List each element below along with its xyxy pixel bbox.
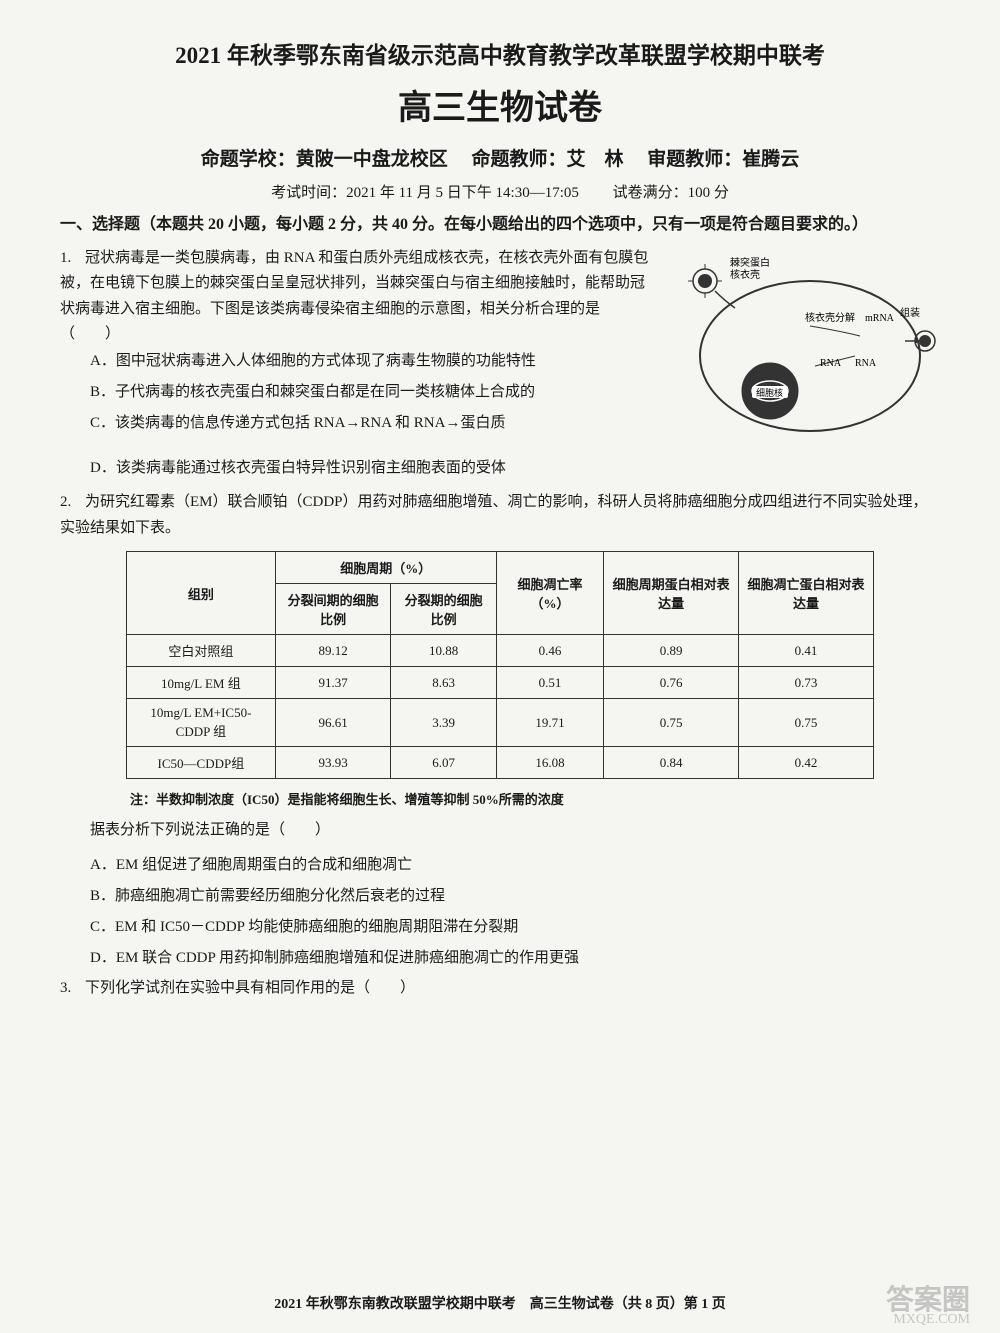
school-name: 黄陂一中盘龙校区 xyxy=(296,149,448,170)
exam-subtitle: 高三生物试卷 xyxy=(60,80,940,129)
cell-c5-1: 0.73 xyxy=(739,667,874,699)
full-score: 试卷满分：100 分 xyxy=(613,185,729,201)
th-mitosis: 分裂期的细胞比例 xyxy=(391,584,496,635)
question-2: 2.为研究红霉素（EM）联合顺铂（CDDP）用药对肺癌细胞增殖、凋亡的影响，科研… xyxy=(60,490,940,541)
cell-c3-0: 0.46 xyxy=(496,635,603,667)
cell-c5-3: 0.42 xyxy=(739,747,874,779)
q2-option-c: C．EM 和 IC50－CDDP 均能使肺癌细胞的细胞周期阻滞在分裂期 xyxy=(90,914,940,941)
q2-number: 2. xyxy=(60,490,85,516)
q1-option-a: A．图中冠状病毒进入人体细胞的方式体现了病毒生物膜的功能特性 xyxy=(90,348,650,375)
cell-c1-2: 96.61 xyxy=(275,699,391,747)
q2-option-d: D．EM 联合 CDDP 用药抑制肺癌细胞增殖和促进肺癌细胞凋亡的作用更强 xyxy=(90,945,940,972)
q2-text: 为研究红霉素（EM）联合顺铂（CDDP）用药对肺癌细胞增殖、凋亡的影响，科研人员… xyxy=(60,494,928,536)
teacher-name: 艾 林 xyxy=(567,149,624,170)
q1-option-d: D．该类病毒能通过核衣壳蛋白特异性识别宿主细胞表面的受体 xyxy=(90,455,940,482)
cell-c4-1: 0.76 xyxy=(604,667,739,699)
cell-c4-2: 0.75 xyxy=(604,699,739,747)
diagram-label-rna2: RNA xyxy=(855,358,877,369)
cell-c4-3: 0.84 xyxy=(604,747,739,779)
cell-c2-2: 3.39 xyxy=(391,699,496,747)
section-1-title: 一、选择题（本题共 20 小题，每小题 2 分，共 40 分。在每小题给出的四个… xyxy=(60,212,940,238)
reviewer-name: 崔腾云 xyxy=(742,149,799,170)
diagram-label-decomp: 核衣壳分解 xyxy=(805,311,855,324)
cell-group-3: IC50—CDDP组 xyxy=(127,747,276,779)
cell-c5-0: 0.41 xyxy=(739,635,874,667)
th-cycle-protein: 细胞周期蛋白相对表达量 xyxy=(604,552,739,635)
th-group: 组别 xyxy=(127,552,276,635)
table-row: 10mg/L EM+IC50-CDDP 组 96.61 3.39 19.71 0… xyxy=(127,699,874,747)
q2-option-a: A．EM 组促进了细胞周期蛋白的合成和细胞凋亡 xyxy=(90,852,940,879)
q2-analysis: 据表分析下列说法正确的是（ ） xyxy=(60,818,940,844)
cell-c3-3: 16.08 xyxy=(496,747,603,779)
q1-text: 冠状病毒是一类包膜病毒，由 RNA 和蛋白质外壳组成核衣壳，在核衣壳外面有包膜包… xyxy=(60,250,648,343)
cell-c2-1: 8.63 xyxy=(391,667,496,699)
cell-group-0: 空白对照组 xyxy=(127,635,276,667)
cell-c2-0: 10.88 xyxy=(391,635,496,667)
th-apop-protein: 细胞凋亡蛋白相对表达量 xyxy=(739,552,874,635)
teacher-info: 命题学校：黄陂一中盘龙校区 命题教师：艾 林 审题教师：崔腾云 xyxy=(60,144,940,171)
diagram-label-nucleus: 细胞核 xyxy=(756,387,783,398)
cell-c1-3: 93.93 xyxy=(275,747,391,779)
cell-c3-2: 19.71 xyxy=(496,699,603,747)
diagram-label-spike: 棘突蛋白 xyxy=(730,256,770,269)
table-row: 空白对照组 89.12 10.88 0.46 0.89 0.41 xyxy=(127,635,874,667)
exam-time: 考试时间：2021 年 11 月 5 日下午 14:30—17:05 xyxy=(271,185,579,201)
exam-meta: 考试时间：2021 年 11 月 5 日下午 14:30—17:05 试卷满分：… xyxy=(60,181,940,202)
diagram-label-capsid: 核衣壳 xyxy=(730,268,760,281)
q1-option-b: B．子代病毒的核衣壳蛋白和棘突蛋白都是在同一类核糖体上合成的 xyxy=(90,379,650,406)
teacher-label: 命题教师： xyxy=(471,149,566,170)
cell-c3-1: 0.51 xyxy=(496,667,603,699)
q2-table-note: 注：半数抑制浓度（IC50）是指能将细胞生长、增殖等抑制 50%所需的浓度 xyxy=(130,789,940,808)
cell-diagram-svg: 棘突蛋白 核衣壳 核衣壳分解 mRNA 组装 RNA RNA 细胞核 xyxy=(660,246,940,446)
table-row: IC50—CDDP组 93.93 6.07 16.08 0.84 0.42 xyxy=(127,747,874,779)
reviewer-label: 审题教师： xyxy=(647,149,742,170)
q2-data-table: 组别 细胞周期（%） 细胞凋亡率（%） 细胞周期蛋白相对表达量 细胞凋亡蛋白相对… xyxy=(126,551,874,779)
q3-number: 3. xyxy=(60,976,85,1002)
page-footer: 2021 年秋鄂东南教改联盟学校期中联考 高三生物试卷（共 8 页）第 1 页 xyxy=(0,1293,1000,1313)
cell-group-2: 10mg/L EM+IC50-CDDP 组 xyxy=(127,699,276,747)
q2-option-b: B．肺癌细胞凋亡前需要经历细胞分化然后衰老的过程 xyxy=(90,883,940,910)
q1-option-c: C．该类病毒的信息传递方式包括 RNA→RNA 和 RNA→蛋白质 xyxy=(90,410,650,437)
cell-c5-2: 0.75 xyxy=(739,699,874,747)
cell-c1-0: 89.12 xyxy=(275,635,391,667)
q1-diagram: 棘突蛋白 核衣壳 核衣壳分解 mRNA 组装 RNA RNA 细胞核 xyxy=(660,246,940,456)
th-cycle: 细胞周期（%） xyxy=(275,552,496,584)
diagram-label-mrna: mRNA xyxy=(865,313,895,324)
th-interphase: 分裂间期的细胞比例 xyxy=(275,584,391,635)
table-row: 10mg/L EM 组 91.37 8.63 0.51 0.76 0.73 xyxy=(127,667,874,699)
school-label: 命题学校： xyxy=(201,149,296,170)
question-3: 3.下列化学试剂在实验中具有相同作用的是（ ） xyxy=(60,976,940,1002)
cell-c4-0: 0.89 xyxy=(604,635,739,667)
cell-group-1: 10mg/L EM 组 xyxy=(127,667,276,699)
diagram-label-assembly: 组装 xyxy=(900,306,920,319)
q1-number: 1. xyxy=(60,246,85,272)
q3-text: 下列化学试剂在实验中具有相同作用的是（ ） xyxy=(85,980,415,996)
cell-c2-3: 6.07 xyxy=(391,747,496,779)
th-apoptosis: 细胞凋亡率（%） xyxy=(496,552,603,635)
diagram-label-rna1: RNA xyxy=(820,358,842,369)
watermark-url: MXQE.COM xyxy=(893,1312,970,1328)
question-1: 1.冠状病毒是一类包膜病毒，由 RNA 和蛋白质外壳组成核衣壳，在核衣壳外面有包… xyxy=(60,246,940,483)
cell-c1-1: 91.37 xyxy=(275,667,391,699)
exam-header: 2021 年秋季鄂东南省级示范高中教育教学改革联盟学校期中联考 xyxy=(60,40,940,72)
